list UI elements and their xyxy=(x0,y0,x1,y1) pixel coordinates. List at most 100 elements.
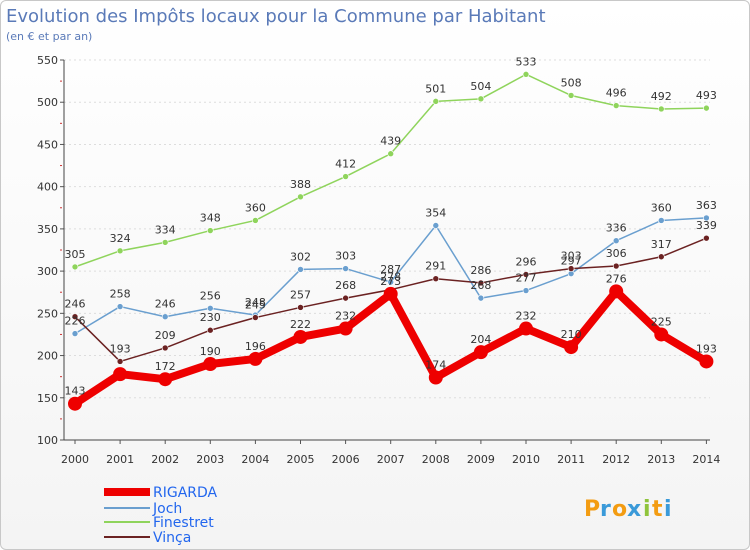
data-label-joch-2014: 363 xyxy=(696,199,717,212)
y-tick-label-200: 200 xyxy=(37,350,58,363)
series-lines xyxy=(68,71,714,411)
point-vinca-2005 xyxy=(297,304,304,311)
data-labels: 305 324 334 348 360 388 412 439 501 504 533 508 496 4… xyxy=(65,55,717,397)
point-finestret-2013 xyxy=(657,105,665,113)
point-joch-2012 xyxy=(612,237,620,245)
data-label-vinca-2007: 278 xyxy=(380,271,401,284)
point-vinca-2010 xyxy=(522,271,530,278)
data-label-rigarda-2003: 190 xyxy=(200,345,221,358)
data-label-finestret-2000: 305 xyxy=(65,248,86,261)
data-label-finestret-2011: 508 xyxy=(561,76,582,89)
data-label-joch-2001: 258 xyxy=(110,288,131,301)
point-rigarda-2002 xyxy=(158,372,173,387)
y-tick-label-500: 500 xyxy=(37,96,58,109)
point-finestret-2006 xyxy=(342,173,349,180)
legend-label-joch: Joch xyxy=(152,501,182,517)
data-label-vinca-2011: 303 xyxy=(561,250,582,263)
point-finestret-2002 xyxy=(161,239,169,246)
x-tick-label-2007: 2007 xyxy=(377,453,405,466)
data-label-vinca-2003: 230 xyxy=(200,311,221,324)
data-label-joch-2006: 303 xyxy=(335,250,356,263)
point-vinca-2002 xyxy=(161,344,169,352)
point-joch-2014 xyxy=(703,214,710,222)
point-rigarda-2006 xyxy=(338,321,353,336)
data-label-vinca-2009: 286 xyxy=(470,264,491,277)
point-joch-2000 xyxy=(71,330,79,337)
point-joch-2009 xyxy=(477,294,485,302)
svg-text:P: P xyxy=(584,497,600,522)
svg-text:x: x xyxy=(627,497,641,522)
data-label-vinca-2014: 339 xyxy=(696,219,717,232)
point-vinca-2003 xyxy=(207,326,214,334)
point-vinca-2014 xyxy=(703,234,710,242)
data-label-vinca-2005: 257 xyxy=(290,288,311,301)
data-label-rigarda-2002: 172 xyxy=(155,360,176,373)
data-label-finestret-2008: 501 xyxy=(425,82,446,95)
y-tick-label-300: 300 xyxy=(37,265,58,278)
data-label-joch-2009: 268 xyxy=(470,279,491,292)
y-tick-label-350: 350 xyxy=(37,223,58,236)
data-label-vinca-2013: 317 xyxy=(651,238,672,251)
x-tick-label-2009: 2009 xyxy=(467,453,495,466)
data-label-joch-2002: 246 xyxy=(155,298,176,311)
data-label-rigarda-2007: 273 xyxy=(380,275,401,288)
point-vinca-2013 xyxy=(657,253,665,261)
proxiti-logo: P r o x i t i xyxy=(584,497,672,522)
data-label-rigarda-2006: 232 xyxy=(335,310,356,323)
y-tick-label-400: 400 xyxy=(37,181,58,194)
data-label-finestret-2004: 360 xyxy=(245,201,266,214)
data-label-rigarda-2005: 222 xyxy=(290,318,311,331)
data-label-vinca-2001: 193 xyxy=(110,342,131,355)
x-tick-label-2010: 2010 xyxy=(512,453,540,466)
x-tick-label-2000: 2000 xyxy=(61,453,89,466)
point-finestret-2014 xyxy=(703,104,710,112)
point-finestret-2005 xyxy=(297,193,304,201)
y-tick-label-250: 250 xyxy=(37,307,58,320)
point-vinca-2008 xyxy=(432,275,440,283)
point-rigarda-2014 xyxy=(699,354,714,369)
data-label-rigarda-2013: 225 xyxy=(651,315,672,328)
data-label-vinca-2006: 268 xyxy=(335,279,356,292)
point-rigarda-2012 xyxy=(609,284,624,299)
data-label-rigarda-2011: 210 xyxy=(561,328,582,341)
data-label-finestret-2007: 439 xyxy=(380,135,401,148)
legend-label-finestret: Finestret xyxy=(153,515,214,531)
point-joch-2005 xyxy=(297,266,304,273)
data-label-joch-2012: 336 xyxy=(606,222,627,235)
x-tick-label-2001: 2001 xyxy=(106,453,134,466)
series-line-finestret xyxy=(74,73,708,268)
data-label-rigarda-2000: 143 xyxy=(65,385,86,398)
data-label-vinca-2008: 291 xyxy=(425,260,446,273)
data-label-joch-2008: 354 xyxy=(425,207,446,220)
point-rigarda-2008 xyxy=(428,370,443,385)
axes: 100 150 200 250 300 350 400 450 500 550 2000 2001 20… xyxy=(37,54,720,466)
data-label-rigarda-2014: 193 xyxy=(696,342,717,355)
svg-text:i: i xyxy=(664,497,672,522)
data-label-joch-2011: 297 xyxy=(561,255,582,268)
data-label-joch-2003: 256 xyxy=(200,289,221,302)
data-label-finestret-2009: 504 xyxy=(470,80,491,93)
point-rigarda-2011 xyxy=(564,340,579,355)
point-rigarda-2003 xyxy=(203,357,218,371)
point-finestret-2007 xyxy=(387,150,395,158)
data-label-rigarda-2009: 204 xyxy=(470,333,491,346)
point-rigarda-2009 xyxy=(473,345,488,360)
y-tick-label-450: 450 xyxy=(37,138,58,151)
data-label-vinca-2010: 296 xyxy=(516,255,537,268)
data-label-finestret-2001: 324 xyxy=(110,232,131,245)
data-label-finestret-2013: 492 xyxy=(651,90,672,103)
point-vinca-2009 xyxy=(477,279,485,287)
point-finestret-2001 xyxy=(116,247,124,255)
data-label-joch-2004: 248 xyxy=(245,296,266,309)
data-label-joch-2007: 287 xyxy=(380,263,401,276)
svg-text:r: r xyxy=(600,497,611,522)
x-tick-label-2004: 2004 xyxy=(241,453,269,466)
data-label-rigarda-2004: 196 xyxy=(245,340,266,353)
svg-text:t: t xyxy=(652,497,663,522)
legend-label-vinca: Vinça xyxy=(153,530,191,546)
point-finestret-2011 xyxy=(567,92,575,99)
point-joch-2001 xyxy=(116,303,124,310)
point-rigarda-2000 xyxy=(68,396,82,411)
x-tick-label-2005: 2005 xyxy=(287,453,315,466)
